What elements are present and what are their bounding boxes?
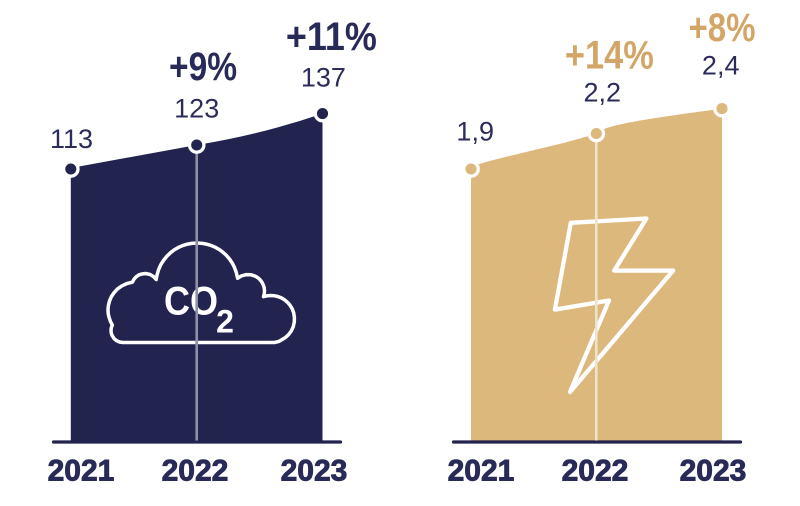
svg-text:1,9: 1,9 — [456, 117, 494, 147]
svg-text:2022: 2022 — [562, 455, 629, 488]
svg-text:CO: CO — [164, 280, 218, 324]
svg-text:2021: 2021 — [48, 455, 115, 488]
svg-text:+11%: +11% — [286, 15, 377, 59]
svg-text:2: 2 — [216, 304, 234, 340]
svg-text:+14%: +14% — [565, 33, 654, 77]
svg-text:2023: 2023 — [680, 455, 747, 488]
svg-text:2022: 2022 — [162, 455, 229, 488]
svg-text:+9%: +9% — [169, 45, 237, 89]
svg-text:113: 113 — [50, 124, 93, 154]
svg-text:2,2: 2,2 — [584, 78, 622, 108]
svg-text:2023: 2023 — [281, 455, 348, 488]
svg-text:137: 137 — [301, 63, 346, 93]
svg-text:+8%: +8% — [689, 6, 756, 50]
svg-text:2021: 2021 — [448, 455, 515, 488]
svg-text:2,4: 2,4 — [702, 50, 740, 80]
svg-text:123: 123 — [174, 93, 219, 123]
